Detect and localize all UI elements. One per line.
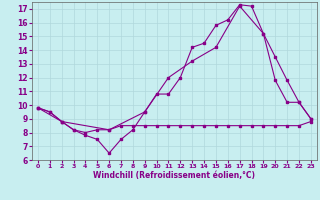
X-axis label: Windchill (Refroidissement éolien,°C): Windchill (Refroidissement éolien,°C) — [93, 171, 255, 180]
